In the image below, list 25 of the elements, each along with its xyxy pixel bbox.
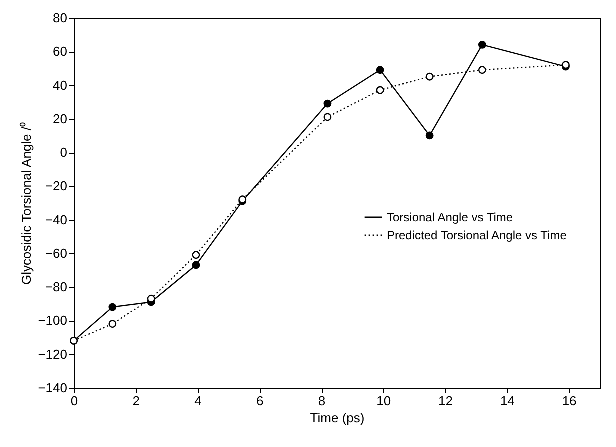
legend-label: Torsional Angle vs Time (387, 210, 514, 224)
x-tick-label: 14 (500, 394, 515, 408)
y-tick-label: −140 (38, 380, 68, 396)
y-tick-label: −80 (45, 280, 68, 295)
x-tick-label: 10 (376, 394, 392, 408)
y-tick-label: 60 (53, 44, 68, 60)
x-tick-label: 4 (194, 394, 202, 408)
y-tick-label: −120 (38, 346, 68, 362)
x-tick-label: 6 (256, 394, 264, 408)
y-tick-label: 0 (60, 145, 68, 160)
y-tick-label: −40 (45, 212, 68, 228)
x-tick-label: 8 (318, 394, 326, 408)
y-tick-label: 20 (53, 111, 68, 126)
x-tick-label: 0 (70, 394, 78, 408)
x-tick-label: 12 (438, 394, 454, 408)
y-tick-label: −60 (45, 246, 68, 261)
x-axis-title: Time (ps) (310, 410, 365, 426)
y-tick-label: −100 (38, 313, 68, 328)
y-tick-label: 80 (53, 10, 68, 26)
y-axis-title: Glycosidic Torsional Angle /⁰ (19, 122, 34, 286)
legend-label: Predicted Torsional Angle vs Time (387, 228, 568, 242)
y-tick-label: 40 (53, 78, 68, 93)
x-tick-label: 2 (132, 394, 140, 408)
x-tick-label: 16 (562, 394, 577, 408)
y-tick-label: −20 (45, 178, 68, 194)
